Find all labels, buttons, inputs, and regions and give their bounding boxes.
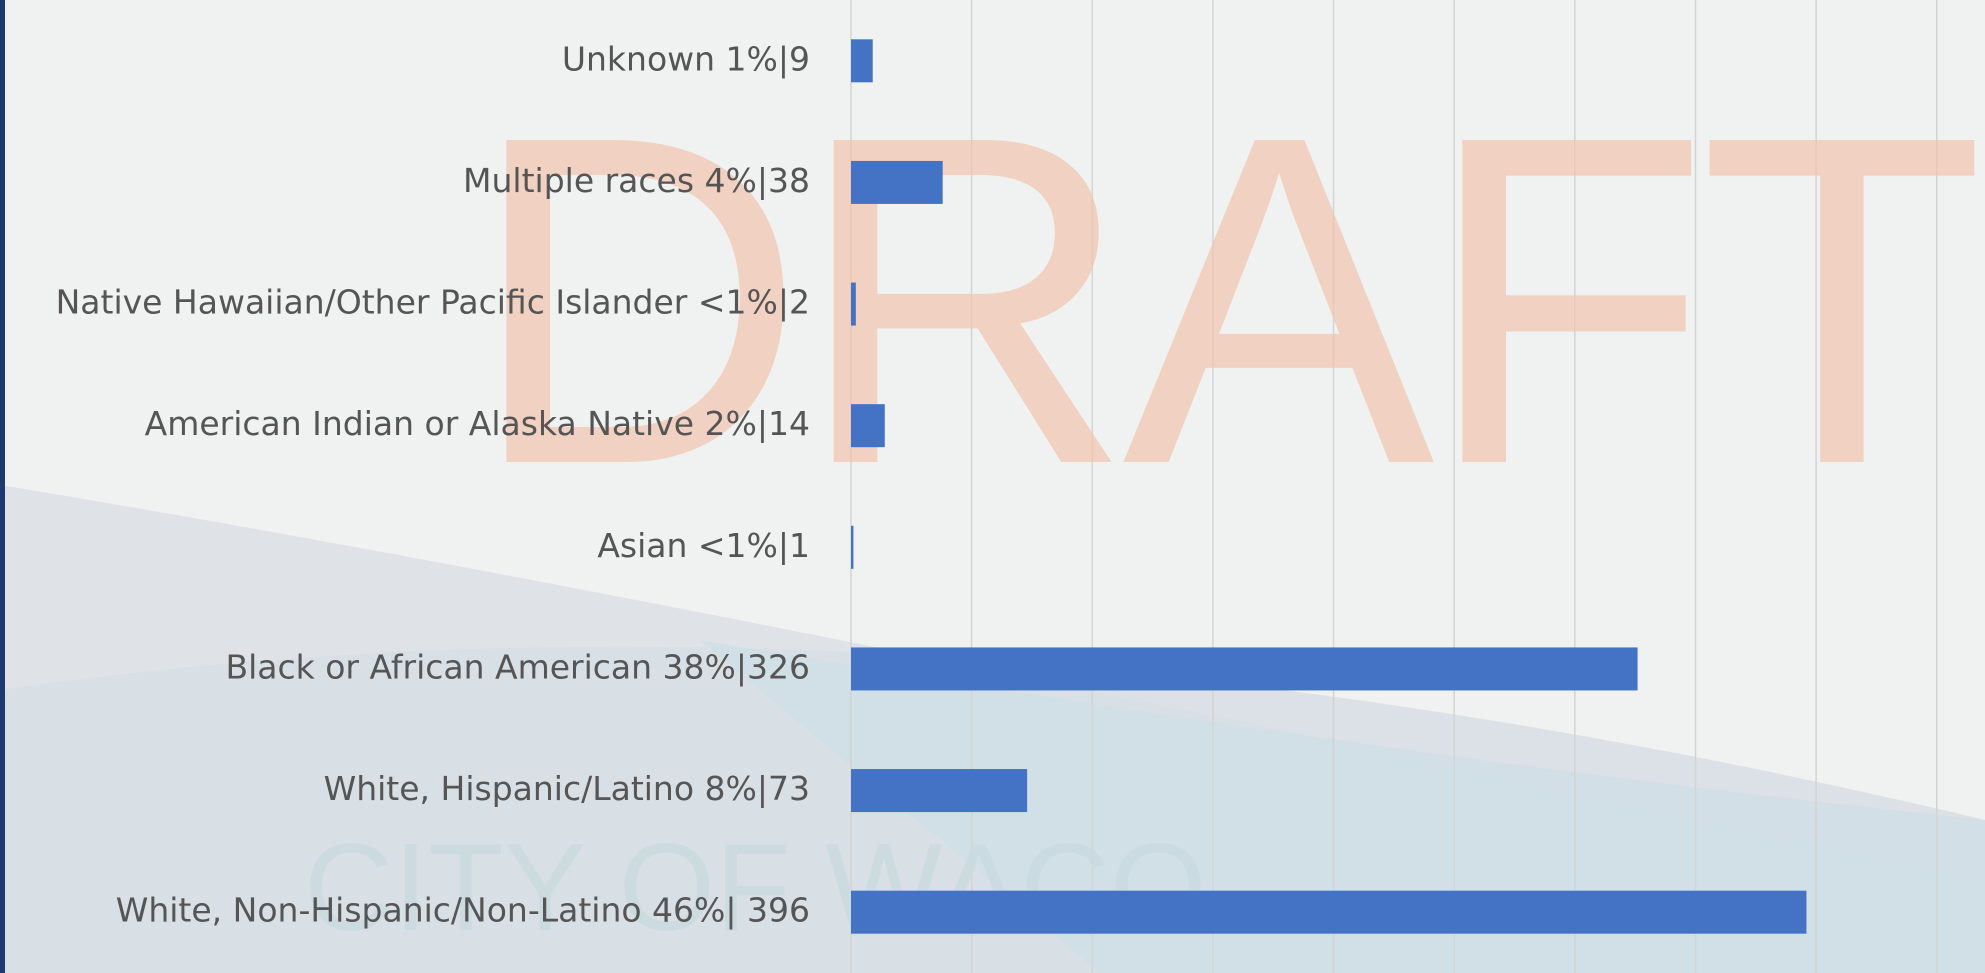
watermark: CITY OF WACO xyxy=(304,819,1206,957)
category-label: American Indian or Alaska Native 2%|14 xyxy=(145,404,810,443)
category-label: Unknown 1%|9 xyxy=(562,39,810,78)
category-label: Black or African American 38%|326 xyxy=(225,647,810,686)
watermark: DRAFT xyxy=(468,39,1985,562)
wave xyxy=(700,640,1985,973)
bar xyxy=(851,160,943,204)
category-label: Multiple races 4%|38 xyxy=(463,161,810,200)
bar xyxy=(851,39,873,83)
bar xyxy=(851,769,1028,813)
category-label: White, Non-Hispanic/Non-Latino 46%| 396 xyxy=(116,891,810,930)
left-border xyxy=(0,0,5,973)
bar xyxy=(851,404,885,448)
category-label: Asian <1%|1 xyxy=(597,526,810,565)
category-label: White, Hispanic/Latino 8%|73 xyxy=(324,769,810,808)
bar xyxy=(851,890,1807,934)
bar xyxy=(851,525,854,569)
bar xyxy=(851,282,856,326)
bar xyxy=(851,647,1638,691)
category-label: Native Hawaiian/Other Pacific Islander <… xyxy=(56,283,810,322)
